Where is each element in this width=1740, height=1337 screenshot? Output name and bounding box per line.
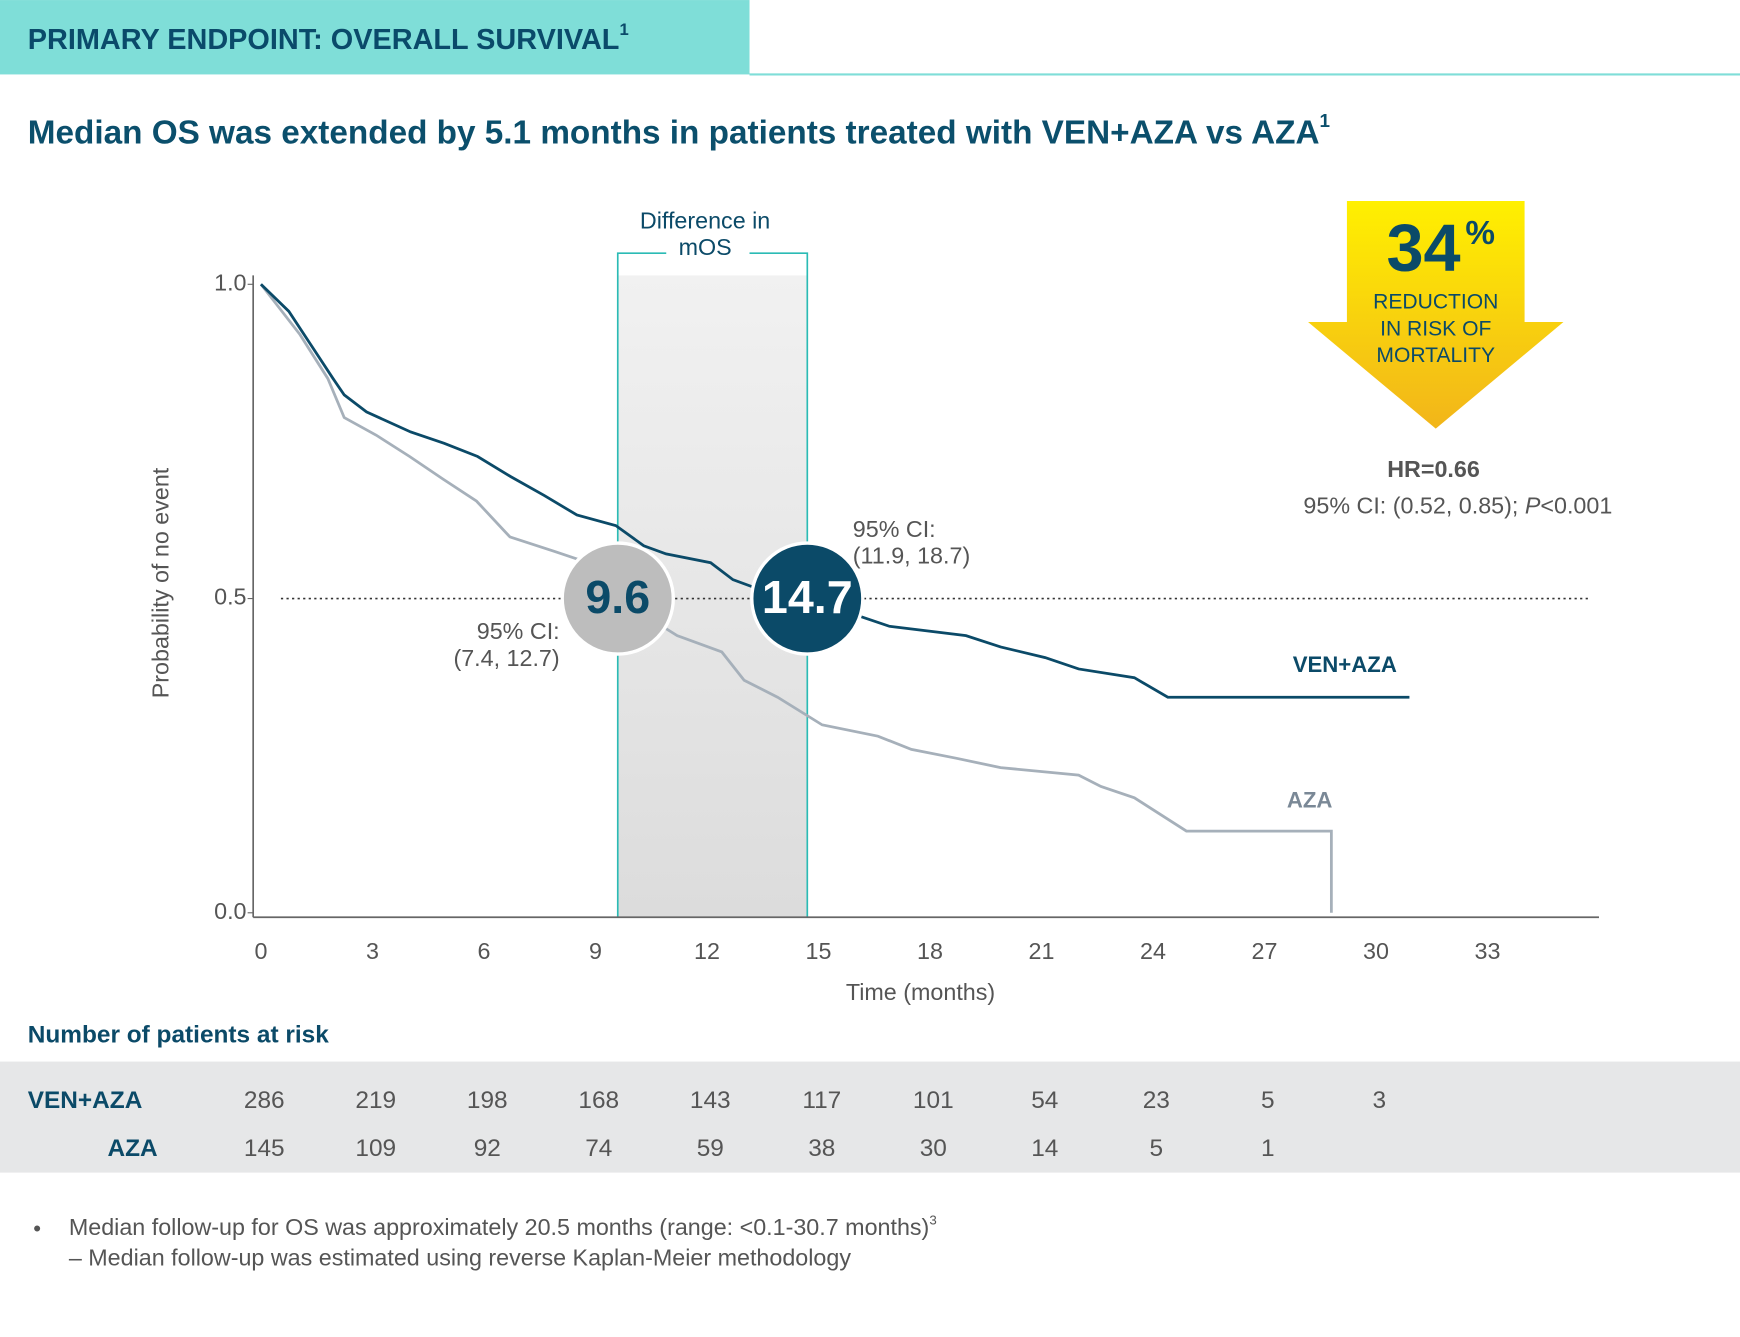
risk-value: 5 bbox=[1261, 1087, 1275, 1114]
y-axis-label: Probability of no event bbox=[147, 467, 173, 698]
p-symbol: P bbox=[1525, 493, 1541, 519]
risk-value: 30 bbox=[920, 1135, 947, 1162]
header-banner bbox=[0, 0, 750, 75]
median-label: 9.6 bbox=[585, 571, 650, 623]
callout-unit: % bbox=[1465, 215, 1495, 252]
x-tick-label: 15 bbox=[805, 938, 831, 964]
y-tick-label: 0.0 bbox=[214, 898, 246, 924]
x-tick-label: 24 bbox=[1140, 938, 1166, 964]
survival-curve bbox=[259, 283, 1333, 913]
risk-row-name: VEN+AZA bbox=[28, 1087, 143, 1114]
risk-value: 3 bbox=[1373, 1087, 1387, 1114]
callout-line: REDUCTION bbox=[1373, 291, 1498, 314]
risk-value: 168 bbox=[578, 1087, 619, 1114]
callout-arrow bbox=[1308, 201, 1564, 429]
ci-label: 95% CI: bbox=[853, 516, 936, 542]
footnote: – Median follow-up was estimated using r… bbox=[69, 1244, 851, 1270]
risk-value: 145 bbox=[244, 1135, 285, 1162]
subtitle-sup: 1 bbox=[1320, 110, 1331, 131]
risk-value: 117 bbox=[802, 1087, 841, 1114]
risk-value: 14 bbox=[1031, 1135, 1058, 1162]
ci-value: (7.4, 12.7) bbox=[453, 645, 559, 671]
risk-table-bg bbox=[0, 1061, 1740, 1173]
median-marker bbox=[560, 541, 675, 656]
subtitle: Median OS was extended by 5.1 months in … bbox=[28, 110, 1330, 151]
risk-value: 286 bbox=[244, 1087, 285, 1114]
callout-line: MORTALITY bbox=[1376, 344, 1495, 367]
band-bracket bbox=[616, 252, 809, 918]
x-tick-label: 33 bbox=[1475, 938, 1501, 964]
footnote-sup: 3 bbox=[929, 1212, 936, 1227]
callout-value: 34 bbox=[1386, 212, 1460, 286]
header-title-text: PRIMARY ENDPOINT: OVERALL SURVIVAL bbox=[28, 24, 620, 56]
band-label: Difference in bbox=[640, 207, 770, 233]
x-tick-label: 21 bbox=[1029, 938, 1055, 964]
risk-value: 1 bbox=[1261, 1135, 1275, 1162]
risk-value: 5 bbox=[1150, 1135, 1164, 1162]
hr-ci-text: 95% CI: (0.52, 0.85); bbox=[1303, 493, 1524, 519]
x-axis-label: Time (months) bbox=[846, 979, 995, 1005]
x-tick-label: 9 bbox=[589, 938, 602, 964]
risk-table-title: Number of patients at risk bbox=[28, 1021, 330, 1048]
subtitle-text: Median OS was extended by 5.1 months in … bbox=[28, 114, 1320, 151]
risk-value: 54 bbox=[1031, 1087, 1058, 1114]
band-label: mOS bbox=[679, 234, 732, 260]
risk-value: 23 bbox=[1143, 1087, 1170, 1114]
y-tick-label: 1.0 bbox=[214, 269, 246, 295]
x-tick-label: 0 bbox=[254, 938, 267, 964]
x-tick-label: 3 bbox=[366, 938, 379, 964]
x-tick-label: 18 bbox=[917, 938, 943, 964]
footnote: Median follow-up for OS was approximatel… bbox=[69, 1212, 937, 1241]
median-marker bbox=[750, 541, 865, 656]
risk-value: 38 bbox=[808, 1135, 835, 1162]
header-title-sup: 1 bbox=[619, 21, 628, 40]
risk-value: 59 bbox=[697, 1135, 724, 1162]
risk-value: 101 bbox=[913, 1087, 954, 1114]
y-tick-label: 0.5 bbox=[214, 584, 246, 610]
ci-label: 95% CI: bbox=[477, 618, 560, 644]
x-tick-label: 27 bbox=[1252, 938, 1278, 964]
x-tick-label: 12 bbox=[694, 938, 720, 964]
series-label: VEN+AZA bbox=[1293, 652, 1397, 677]
risk-value: 109 bbox=[355, 1135, 396, 1162]
footnote-text: Median follow-up for OS was approximatel… bbox=[69, 1214, 929, 1240]
risk-value: 198 bbox=[467, 1087, 508, 1114]
survival-curve bbox=[259, 283, 1410, 699]
x-tick-label: 30 bbox=[1363, 938, 1389, 964]
hr-ci: 95% CI: (0.52, 0.85); P<0.001 bbox=[1303, 493, 1612, 519]
risk-value: 143 bbox=[690, 1087, 731, 1114]
median-label: 14.7 bbox=[762, 571, 853, 623]
callout-line: IN RISK OF bbox=[1380, 317, 1491, 340]
ci-value: (11.9, 18.7) bbox=[853, 543, 970, 569]
header-title: PRIMARY ENDPOINT: OVERALL SURVIVAL1 bbox=[28, 21, 629, 56]
hazard-ratio: HR=0.66 bbox=[1387, 456, 1480, 482]
risk-value: 219 bbox=[355, 1087, 396, 1114]
risk-value: 92 bbox=[474, 1135, 501, 1162]
p-value: <0.001 bbox=[1540, 493, 1612, 519]
series-label: AZA bbox=[1287, 788, 1333, 813]
risk-value: 74 bbox=[585, 1135, 612, 1162]
risk-row-name: AZA bbox=[108, 1135, 158, 1162]
x-tick-label: 6 bbox=[477, 938, 490, 964]
bullet: • bbox=[33, 1216, 41, 1241]
